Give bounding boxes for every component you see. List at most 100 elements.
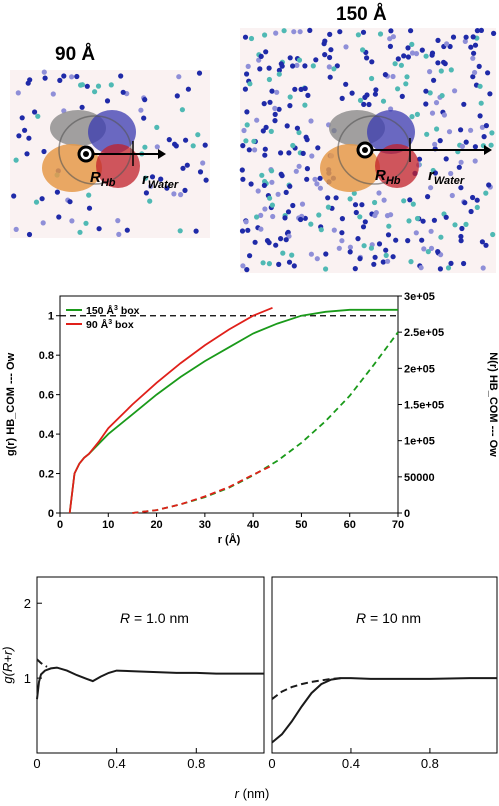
water-molecule-icon bbox=[413, 230, 419, 236]
water-molecule-icon bbox=[419, 47, 425, 53]
y-left-tick-label: 0 bbox=[48, 508, 54, 520]
water-molecule-icon bbox=[77, 229, 83, 235]
water-molecule-icon bbox=[323, 251, 329, 257]
water-molecule-icon bbox=[331, 66, 337, 72]
water-molecule-icon bbox=[491, 30, 497, 36]
x-tick-label: 0 bbox=[57, 519, 63, 531]
y-right-tick-label: 1e+05 bbox=[404, 436, 435, 448]
water-molecule-icon bbox=[380, 98, 387, 104]
water-molecule-icon bbox=[291, 263, 297, 269]
series-line bbox=[271, 677, 342, 700]
water-molecule-icon bbox=[69, 218, 75, 224]
water-molecule-icon bbox=[385, 232, 392, 238]
water-molecule-icon bbox=[258, 212, 264, 218]
panel-frame bbox=[271, 576, 498, 754]
water-molecule-icon bbox=[472, 69, 478, 76]
water-molecule-icon bbox=[41, 69, 47, 75]
water-molecule-icon bbox=[463, 34, 469, 40]
y-right-axis-label: N(r) HB_COM --- Ow bbox=[487, 352, 499, 457]
water-molecule-icon bbox=[312, 176, 318, 182]
water-molecule-icon bbox=[390, 254, 396, 260]
x-tick-label: 0.4 bbox=[108, 756, 126, 771]
water-molecule-icon bbox=[339, 95, 345, 101]
water-molecule-icon bbox=[481, 134, 487, 140]
water-molecule-icon bbox=[437, 266, 443, 272]
water-molecule-icon bbox=[287, 103, 293, 109]
water-molecule-icon bbox=[26, 231, 33, 238]
water-molecule-icon bbox=[317, 185, 323, 191]
water-molecule-icon bbox=[427, 90, 433, 96]
water-molecule-icon bbox=[452, 222, 458, 228]
water-molecule-icon bbox=[183, 137, 189, 143]
x-tick-label: 70 bbox=[392, 519, 404, 531]
water-molecule-icon bbox=[279, 63, 285, 69]
water-molecule-icon bbox=[260, 128, 266, 134]
water-molecule-icon bbox=[441, 112, 447, 118]
water-molecule-icon bbox=[468, 44, 474, 50]
left-box-title: 90 Å bbox=[55, 44, 96, 65]
water-molecule-icon bbox=[478, 27, 484, 33]
water-molecule-icon bbox=[182, 187, 188, 193]
water-molecule-icon bbox=[69, 74, 75, 80]
panel-frame bbox=[36, 576, 265, 754]
water-molecule-icon bbox=[470, 74, 476, 80]
water-molecule-icon bbox=[372, 212, 378, 219]
water-molecule-icon bbox=[244, 267, 250, 273]
x-axis-label: r (nm) bbox=[235, 786, 270, 801]
water-molecule-icon bbox=[202, 142, 208, 148]
left-R-label: RHb bbox=[90, 169, 116, 189]
water-molecule-icon bbox=[477, 83, 483, 89]
water-molecule-icon bbox=[24, 151, 30, 157]
water-molecule-icon bbox=[442, 61, 448, 67]
water-molecule-icon bbox=[377, 31, 384, 37]
water-molecule-icon bbox=[35, 113, 41, 119]
water-molecule-icon bbox=[268, 128, 274, 134]
water-molecule-icon bbox=[292, 86, 298, 92]
water-molecule-icon bbox=[294, 62, 300, 68]
x-tick-label: 60 bbox=[344, 519, 356, 531]
series-line bbox=[68, 306, 273, 514]
x-tick-label: 0 bbox=[268, 756, 275, 771]
water-molecule-icon bbox=[419, 237, 425, 243]
left-center-of-mass-icon bbox=[77, 145, 95, 163]
water-molecule-icon bbox=[386, 223, 392, 229]
water-molecule-icon bbox=[461, 260, 467, 267]
water-molecule-icon bbox=[435, 249, 441, 255]
y-tick-label: 2 bbox=[24, 596, 31, 611]
water-molecule-icon bbox=[360, 47, 366, 53]
water-molecule-icon bbox=[353, 209, 359, 216]
water-molecule-icon bbox=[260, 260, 266, 266]
water-molecule-icon bbox=[177, 228, 183, 234]
gr-hb-water-chart: 0 10 20 30 40 50 60 7000.20.40.60.810500001e+05… bbox=[5, 291, 499, 546]
water-molecule-icon bbox=[244, 71, 250, 77]
water-molecule-icon bbox=[266, 65, 272, 71]
water-molecule-icon bbox=[239, 228, 246, 234]
water-molecule-icon bbox=[322, 38, 328, 44]
water-molecule-icon bbox=[438, 234, 444, 240]
water-molecule-icon bbox=[343, 44, 349, 50]
water-molecule-icon bbox=[309, 153, 315, 159]
water-molecule-icon bbox=[42, 75, 48, 81]
water-molecule-icon bbox=[468, 208, 474, 215]
water-molecule-icon bbox=[267, 195, 273, 201]
water-molecule-icon bbox=[251, 138, 257, 144]
water-molecule-icon bbox=[357, 256, 363, 262]
water-molecule-icon bbox=[247, 253, 253, 259]
water-molecule-icon bbox=[428, 228, 434, 234]
water-molecule-icon bbox=[293, 168, 299, 174]
water-molecule-icon bbox=[405, 54, 411, 60]
water-molecule-icon bbox=[261, 101, 267, 107]
water-molecule-icon bbox=[388, 28, 394, 34]
water-molecule-icon bbox=[248, 35, 255, 42]
water-molecule-icon bbox=[470, 55, 476, 61]
water-molecule-icon bbox=[180, 165, 186, 171]
water-molecule-icon bbox=[116, 231, 122, 237]
water-molecule-icon bbox=[13, 157, 19, 163]
water-molecule-icon bbox=[115, 218, 121, 224]
water-molecule-icon bbox=[388, 212, 394, 218]
y-right-tick-label: 0 bbox=[404, 508, 410, 520]
water-molecule-icon bbox=[443, 214, 449, 220]
water-molecule-icon bbox=[245, 227, 251, 233]
water-molecule-icon bbox=[266, 76, 272, 83]
x-tick-label: 10 bbox=[102, 519, 114, 531]
